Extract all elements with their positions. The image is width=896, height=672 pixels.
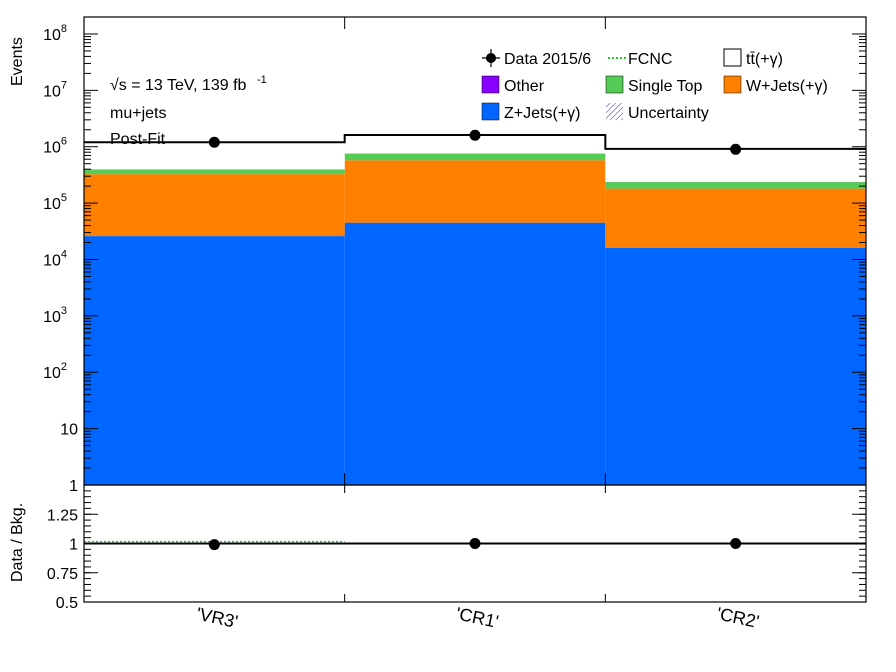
legend-wjets: W+Jets(+γ) xyxy=(723,75,828,95)
x-category-labels: 'VR3' 'CR1' 'CR2' xyxy=(195,603,761,631)
bar-single-top-1 xyxy=(344,153,606,161)
legend-box-other xyxy=(481,75,500,94)
y-tick-label: 10 xyxy=(60,422,78,439)
y-tick-label: 1 xyxy=(69,478,78,495)
legend-box-zjets xyxy=(481,102,500,121)
bar-z-jets--2 xyxy=(605,247,866,485)
data-point xyxy=(730,143,742,155)
legend-zjets: Z+Jets(+γ) xyxy=(481,102,580,122)
legend-box-uncertainty xyxy=(606,103,623,120)
main-y-ticks: 1 10 102 103 104 105 106 107 108 xyxy=(43,23,866,495)
main-panel: 1 10 102 103 104 105 106 107 108 Events √s = 13 … xyxy=(9,16,867,495)
ratio-point xyxy=(730,538,742,549)
y-tick-label: 105 xyxy=(43,192,67,213)
legend-label-other: Other xyxy=(504,78,545,95)
legend-fcnc: FCNC xyxy=(608,51,672,68)
x-category-label: 'VR3' xyxy=(195,604,240,632)
main-x-ticks xyxy=(344,17,606,485)
annotations: √s = 13 TeV, 139 fb -1 mu+jets Post-Fit xyxy=(110,74,267,148)
ratio-point xyxy=(469,538,481,549)
bar-w-jets--2 xyxy=(605,188,866,248)
ratio-y-tick-label: 1.25 xyxy=(47,507,78,524)
bar-single-top-0 xyxy=(84,169,345,175)
bar-w-jets--0 xyxy=(84,174,345,237)
stack-layer xyxy=(84,134,866,486)
legend-box-single-top xyxy=(605,75,624,94)
y-tick-label: 103 xyxy=(43,305,67,326)
y-tick-label: 104 xyxy=(43,248,67,269)
legend-uncertainty: Uncertainty xyxy=(606,103,709,122)
ratio-y-tick-label: 0.75 xyxy=(47,566,78,583)
data-point xyxy=(208,136,220,148)
ratio-y-axis-label: Data / Bkg. xyxy=(9,503,26,582)
legend-data-marker xyxy=(486,53,496,63)
y-tick-label: 107 xyxy=(43,79,67,100)
y-tick-label: 106 xyxy=(43,136,67,157)
ratio-points-layer xyxy=(208,538,742,551)
x-category-label: 'CR2' xyxy=(715,603,761,631)
ratio-x-ticks xyxy=(344,485,606,602)
x-category-label: 'CR1' xyxy=(454,603,500,631)
ratio-point xyxy=(208,539,220,551)
y-tick-label: 108 xyxy=(43,23,67,44)
ratio-y-ticks: 0.5 0.75 1 1.25 xyxy=(47,490,866,612)
data-points-layer xyxy=(208,129,742,155)
legend-label-data: Data 2015/6 xyxy=(504,51,591,68)
bar-w-jets--1 xyxy=(344,160,606,223)
fit-label: Post-Fit xyxy=(110,131,166,148)
main-y-axis-label: Events xyxy=(9,37,26,86)
ratio-y-tick-label: 1 xyxy=(69,537,78,554)
legend-label-wjets: W+Jets(+γ) xyxy=(746,78,828,95)
legend-single-top: Single Top xyxy=(605,75,703,95)
channel-label: mu+jets xyxy=(110,105,166,122)
bar-tt--1 xyxy=(344,134,606,154)
data-point xyxy=(469,129,481,141)
ratio-panel: 0.5 0.75 1 1.25 Data / Bkg. 'VR3' 'CR1' 'CR2' xyxy=(9,484,867,632)
bar-z-jets--1 xyxy=(344,222,606,486)
y-tick-label: 102 xyxy=(43,361,67,382)
legend-label-ttbar: tt̄(+γ) xyxy=(746,51,783,68)
legend-label-zjets: Z+Jets(+γ) xyxy=(504,105,580,122)
legend: Data 2015/6 FCNC tt̄(+γ) Other Single To… xyxy=(481,48,828,122)
energy-label: √s = 13 TeV, 139 fb -1 xyxy=(110,74,267,94)
legend-label-fcnc: FCNC xyxy=(628,51,672,68)
bar-z-jets--0 xyxy=(84,236,345,485)
legend-other: Other xyxy=(481,75,545,95)
legend-data: Data 2015/6 xyxy=(482,49,591,68)
legend-box-wjets xyxy=(723,75,742,94)
legend-ttbar: tt̄(+γ) xyxy=(723,48,783,68)
bar-single-top-2 xyxy=(605,182,866,189)
legend-label-uncertainty: Uncertainty xyxy=(628,105,709,122)
legend-label-single-top: Single Top xyxy=(628,78,703,95)
legend-box-ttbar xyxy=(723,48,742,67)
ratio-y-tick-label: 0.5 xyxy=(56,595,78,612)
